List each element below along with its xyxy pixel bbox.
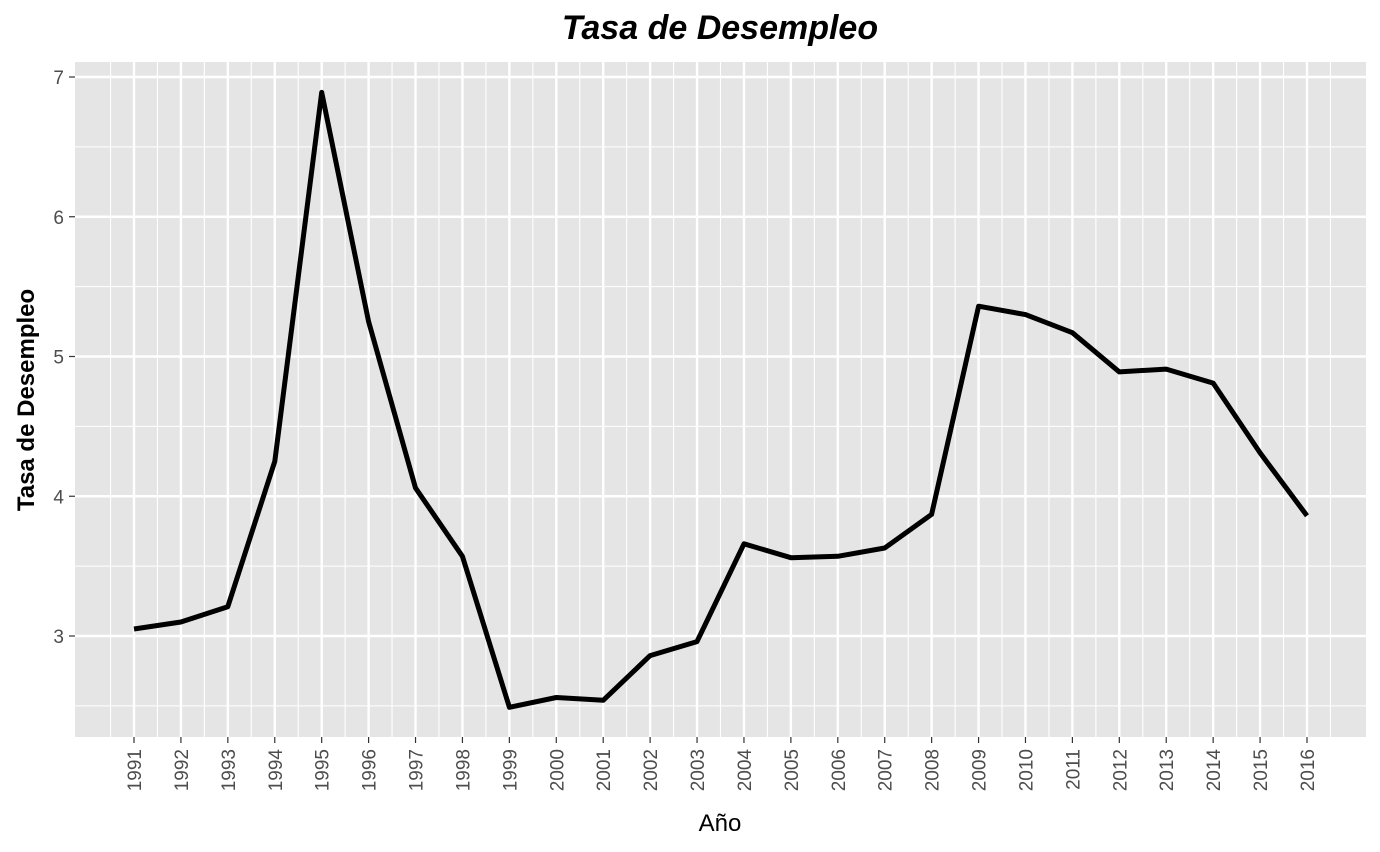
x-tick-label: 2006 bbox=[829, 749, 850, 791]
x-tick-label: 1994 bbox=[266, 749, 287, 792]
x-tick-label: 1995 bbox=[313, 749, 334, 791]
x-tick-label: 2010 bbox=[1016, 749, 1037, 791]
x-tick-label: 2013 bbox=[1157, 749, 1178, 791]
x-tick-label: 2015 bbox=[1251, 749, 1272, 791]
x-tick-label: 1993 bbox=[219, 749, 240, 791]
x-tick-label: 1991 bbox=[125, 749, 146, 791]
x-tick-label: 1998 bbox=[453, 749, 474, 791]
series-line bbox=[133, 89, 1310, 710]
x-tick-label: 2005 bbox=[782, 749, 803, 791]
x-tick-label: 2008 bbox=[923, 749, 944, 791]
x-tick-label: 1999 bbox=[500, 749, 521, 791]
x-tick-label: 2007 bbox=[876, 749, 897, 791]
x-tick-label: 2016 bbox=[1298, 749, 1319, 791]
x-tick-label: 1992 bbox=[172, 749, 193, 791]
x-tick-label: 2000 bbox=[547, 749, 568, 791]
x-tick-label: 1996 bbox=[360, 749, 381, 791]
x-tick-label: 2012 bbox=[1110, 749, 1131, 791]
y-axis-title: Tasa de Desempleo bbox=[13, 289, 40, 511]
y-tick-label: 3 bbox=[53, 627, 64, 648]
x-tick-label: 2011 bbox=[1063, 749, 1084, 790]
series-group bbox=[133, 89, 1310, 710]
x-tick-label: 1997 bbox=[407, 749, 428, 791]
x-tick-label: 2001 bbox=[594, 749, 615, 791]
chart-title: Tasa de Desempleo bbox=[562, 9, 878, 47]
y-tick-label: 7 bbox=[53, 68, 64, 89]
major-gridlines bbox=[75, 62, 1366, 737]
y-tick-label: 4 bbox=[53, 487, 64, 508]
y-tick-label: 6 bbox=[53, 208, 64, 229]
x-tick-label: 2014 bbox=[1204, 749, 1225, 792]
x-tick-label: 2009 bbox=[970, 749, 991, 791]
minor-gridlines bbox=[75, 62, 1366, 737]
y-tick-label: 5 bbox=[53, 348, 64, 369]
x-axis-title: Año bbox=[699, 810, 742, 837]
y-axis: 3 4 5 6 7 bbox=[53, 68, 75, 648]
x-tick-label: 2004 bbox=[735, 749, 756, 792]
x-tick-label: 2003 bbox=[688, 749, 709, 791]
x-tick-label: 2002 bbox=[641, 749, 662, 791]
x-axis: 1991 1992 1993 1994 1995 1996 1997 1998 1999 2000… bbox=[125, 737, 1319, 791]
